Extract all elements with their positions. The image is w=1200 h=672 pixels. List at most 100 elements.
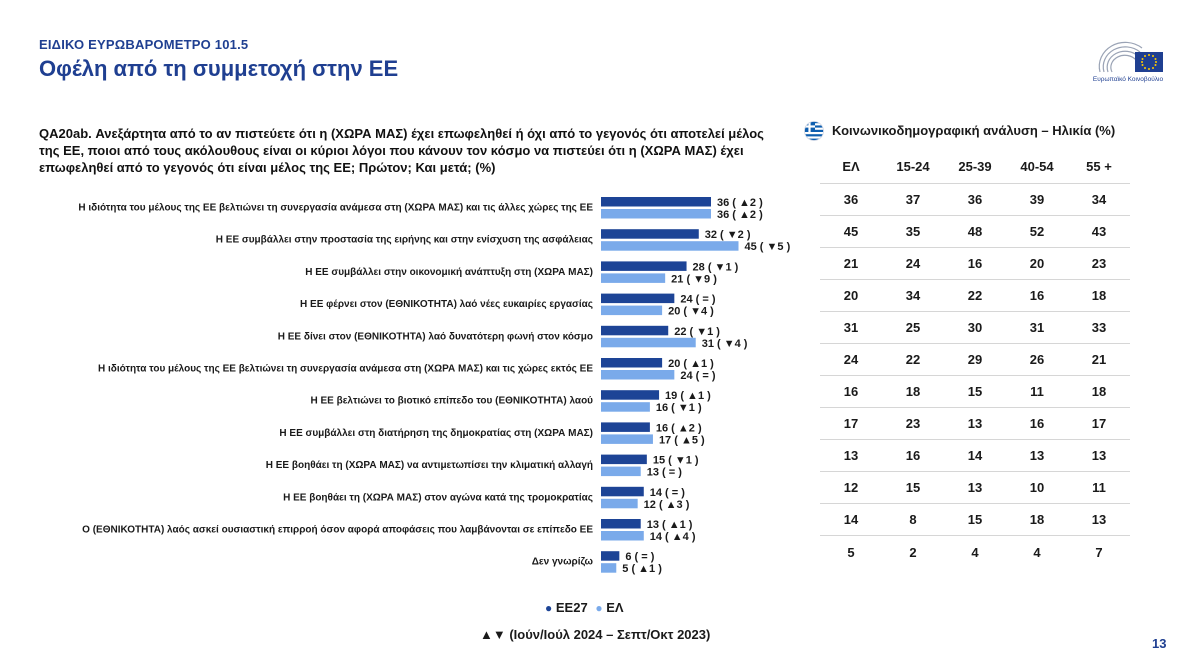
- bar-el: [601, 305, 663, 316]
- table-cell: 24: [905, 256, 921, 271]
- data-label: 24 ( = ): [680, 370, 715, 382]
- bar-eu27: [601, 454, 647, 465]
- table-cell: 22: [905, 352, 921, 367]
- table-cell: 18: [1091, 384, 1107, 399]
- table-cell: 16: [1029, 288, 1045, 303]
- column-header: ΕΛ: [842, 159, 860, 174]
- table-cell: 15: [967, 512, 983, 527]
- table-row: 14 8 15 18 13: [820, 504, 1130, 536]
- table-cell: 12: [843, 480, 859, 495]
- table-cell: 39: [1029, 192, 1045, 207]
- bar-eu27: [601, 229, 699, 239]
- table-cell: 23: [905, 416, 921, 431]
- category-label: Ο (ΕΘΝΙΚΟΤΗΤΑ) λαός ασκεί ουσιαστική επι…: [82, 525, 593, 536]
- table-cell: 30: [967, 320, 983, 335]
- table-cell: 33: [1091, 320, 1107, 335]
- table-cell: 13: [967, 416, 983, 431]
- category-label: Η ιδιότητα του μέλους της ΕΕ βελτιώνει τ…: [98, 364, 593, 375]
- table-cell: 11: [1030, 384, 1044, 399]
- table-cell: 34: [1091, 192, 1107, 207]
- category-label: Η ΕΕ συμβάλλει στην προστασία της ειρήνη…: [216, 235, 593, 246]
- column-header: 55 +: [1086, 159, 1112, 174]
- table-row: 45 35 48 52 43: [820, 216, 1130, 248]
- data-label: 5 ( ▲1 ): [622, 563, 662, 575]
- bar-eu27: [601, 325, 669, 336]
- table-cell: 26: [1029, 352, 1045, 367]
- bar-el: [601, 241, 739, 251]
- table-cell: 16: [967, 256, 983, 271]
- bar-eu27: [601, 390, 660, 400]
- table-cell: 34: [905, 288, 921, 303]
- table-cell: 7: [1095, 544, 1103, 560]
- table-cell: 13: [1029, 448, 1045, 463]
- table-cell: 13: [967, 480, 983, 495]
- table-row: 13 16 14 13 13: [820, 440, 1130, 472]
- chart-legend: ● ΕΕ27 ● ΕΛ: [545, 600, 624, 615]
- table-cell: 16: [843, 384, 859, 399]
- table-cell: 20: [1029, 256, 1045, 271]
- table-row: 20 34 22 16 18: [820, 280, 1130, 312]
- table-title: Κοινωνικοδημογραφική ανάλυση – Ηλικία (%…: [832, 123, 1116, 138]
- data-label: 28 ( ▼1 ): [693, 261, 739, 273]
- table-cell: 18: [1091, 288, 1107, 303]
- data-label: 45 ( ▼5 ): [745, 241, 791, 253]
- bar-eu27: [601, 261, 687, 271]
- column-header: 15-24: [896, 159, 930, 174]
- table-cell: 2: [909, 544, 917, 560]
- bar-el: [601, 498, 638, 509]
- column-header: 25-39: [958, 159, 992, 174]
- bar-el: [601, 209, 711, 219]
- table-cell: 17: [843, 416, 859, 431]
- page-number: 13: [1152, 636, 1167, 651]
- table-cell: 8: [909, 512, 917, 527]
- bar-eu27: [601, 486, 644, 497]
- bar-el: [601, 402, 650, 412]
- age-table: ΕΛ 15-24 25-39 40-54 55 + 36 37 36 39 34 45 35…: [820, 150, 1130, 568]
- bar-el: [601, 337, 696, 348]
- bar-eu27: [601, 358, 663, 368]
- table-cell: 4: [1033, 544, 1041, 560]
- column-header: 40-54: [1020, 159, 1054, 174]
- bar-el: [601, 466, 641, 477]
- data-label: 13 ( ▲1 ): [647, 519, 693, 531]
- table-cell: 21: [843, 256, 859, 271]
- data-label: 36 ( ▲2 ): [717, 197, 763, 209]
- table-header: ΕΛ 15-24 25-39 40-54 55 +: [820, 150, 1130, 184]
- category-label: Η ΕΕ δίνει στον (ΕΘΝΙΚΟΤΗΤΑ) λαό δυνατότ…: [278, 331, 593, 342]
- table-cell: 20: [843, 288, 859, 303]
- table-cell: 13: [1091, 448, 1107, 463]
- table-cell: 5: [847, 544, 855, 560]
- data-label: 31 ( ▼4 ): [702, 338, 748, 350]
- category-label: Η ΕΕ βελτιώνει το βιοτικό επίπεδο του (Ε…: [310, 396, 593, 407]
- table-cell: 18: [1029, 512, 1045, 527]
- question-text: QA20ab. Ανεξάρτητα από το αν πιστεύετε ό…: [39, 126, 764, 175]
- table-row: 16 18 15 11 18: [820, 376, 1130, 408]
- page-title: Οφέλη από τη συμμετοχή στην ΕΕ: [39, 56, 399, 81]
- bar-el: [601, 370, 675, 380]
- table-row: 5 2 4 4 7: [820, 536, 1130, 568]
- table-cell: 4: [971, 544, 979, 560]
- table-row: 21 24 16 20 23: [820, 248, 1130, 280]
- table-cell: 36: [967, 192, 983, 207]
- table-cell: 43: [1091, 224, 1107, 239]
- data-label: 17 ( ▲5 ): [659, 434, 705, 446]
- data-label: 13 ( = ): [647, 467, 682, 479]
- table-cell: 10: [1029, 480, 1045, 495]
- category-label: Η ΕΕ βοηθάει τη (ΧΩΡΑ ΜΑΣ) να αντιμετωπί…: [266, 460, 593, 471]
- table-body: 36 37 36 39 34 45 35 48 52 43 21 24 16 20 23 20 34 22 16 18…: [820, 184, 1130, 568]
- table-cell: 13: [843, 448, 859, 463]
- table-cell: 25: [905, 320, 921, 335]
- data-label: 15 ( ▼1 ): [653, 455, 699, 467]
- table-cell: 15: [967, 384, 983, 399]
- bar-el: [601, 434, 653, 444]
- data-label: 14 ( ▲4 ): [650, 531, 696, 543]
- table-cell: 13: [1091, 512, 1107, 527]
- legend-eu27-label: ΕΕ27: [555, 600, 588, 615]
- table-cell: 45: [843, 224, 859, 239]
- bar-eu27: [601, 422, 650, 432]
- category-label: Δεν γνωρίζω: [532, 557, 594, 568]
- table-cell: 29: [967, 352, 983, 367]
- data-label: 22 ( ▼1 ): [674, 326, 720, 338]
- bar-el: [601, 273, 666, 283]
- bar-chart: Η ιδιότητα του μέλους της ΕΕ βελτιώνει τ…: [78, 197, 791, 575]
